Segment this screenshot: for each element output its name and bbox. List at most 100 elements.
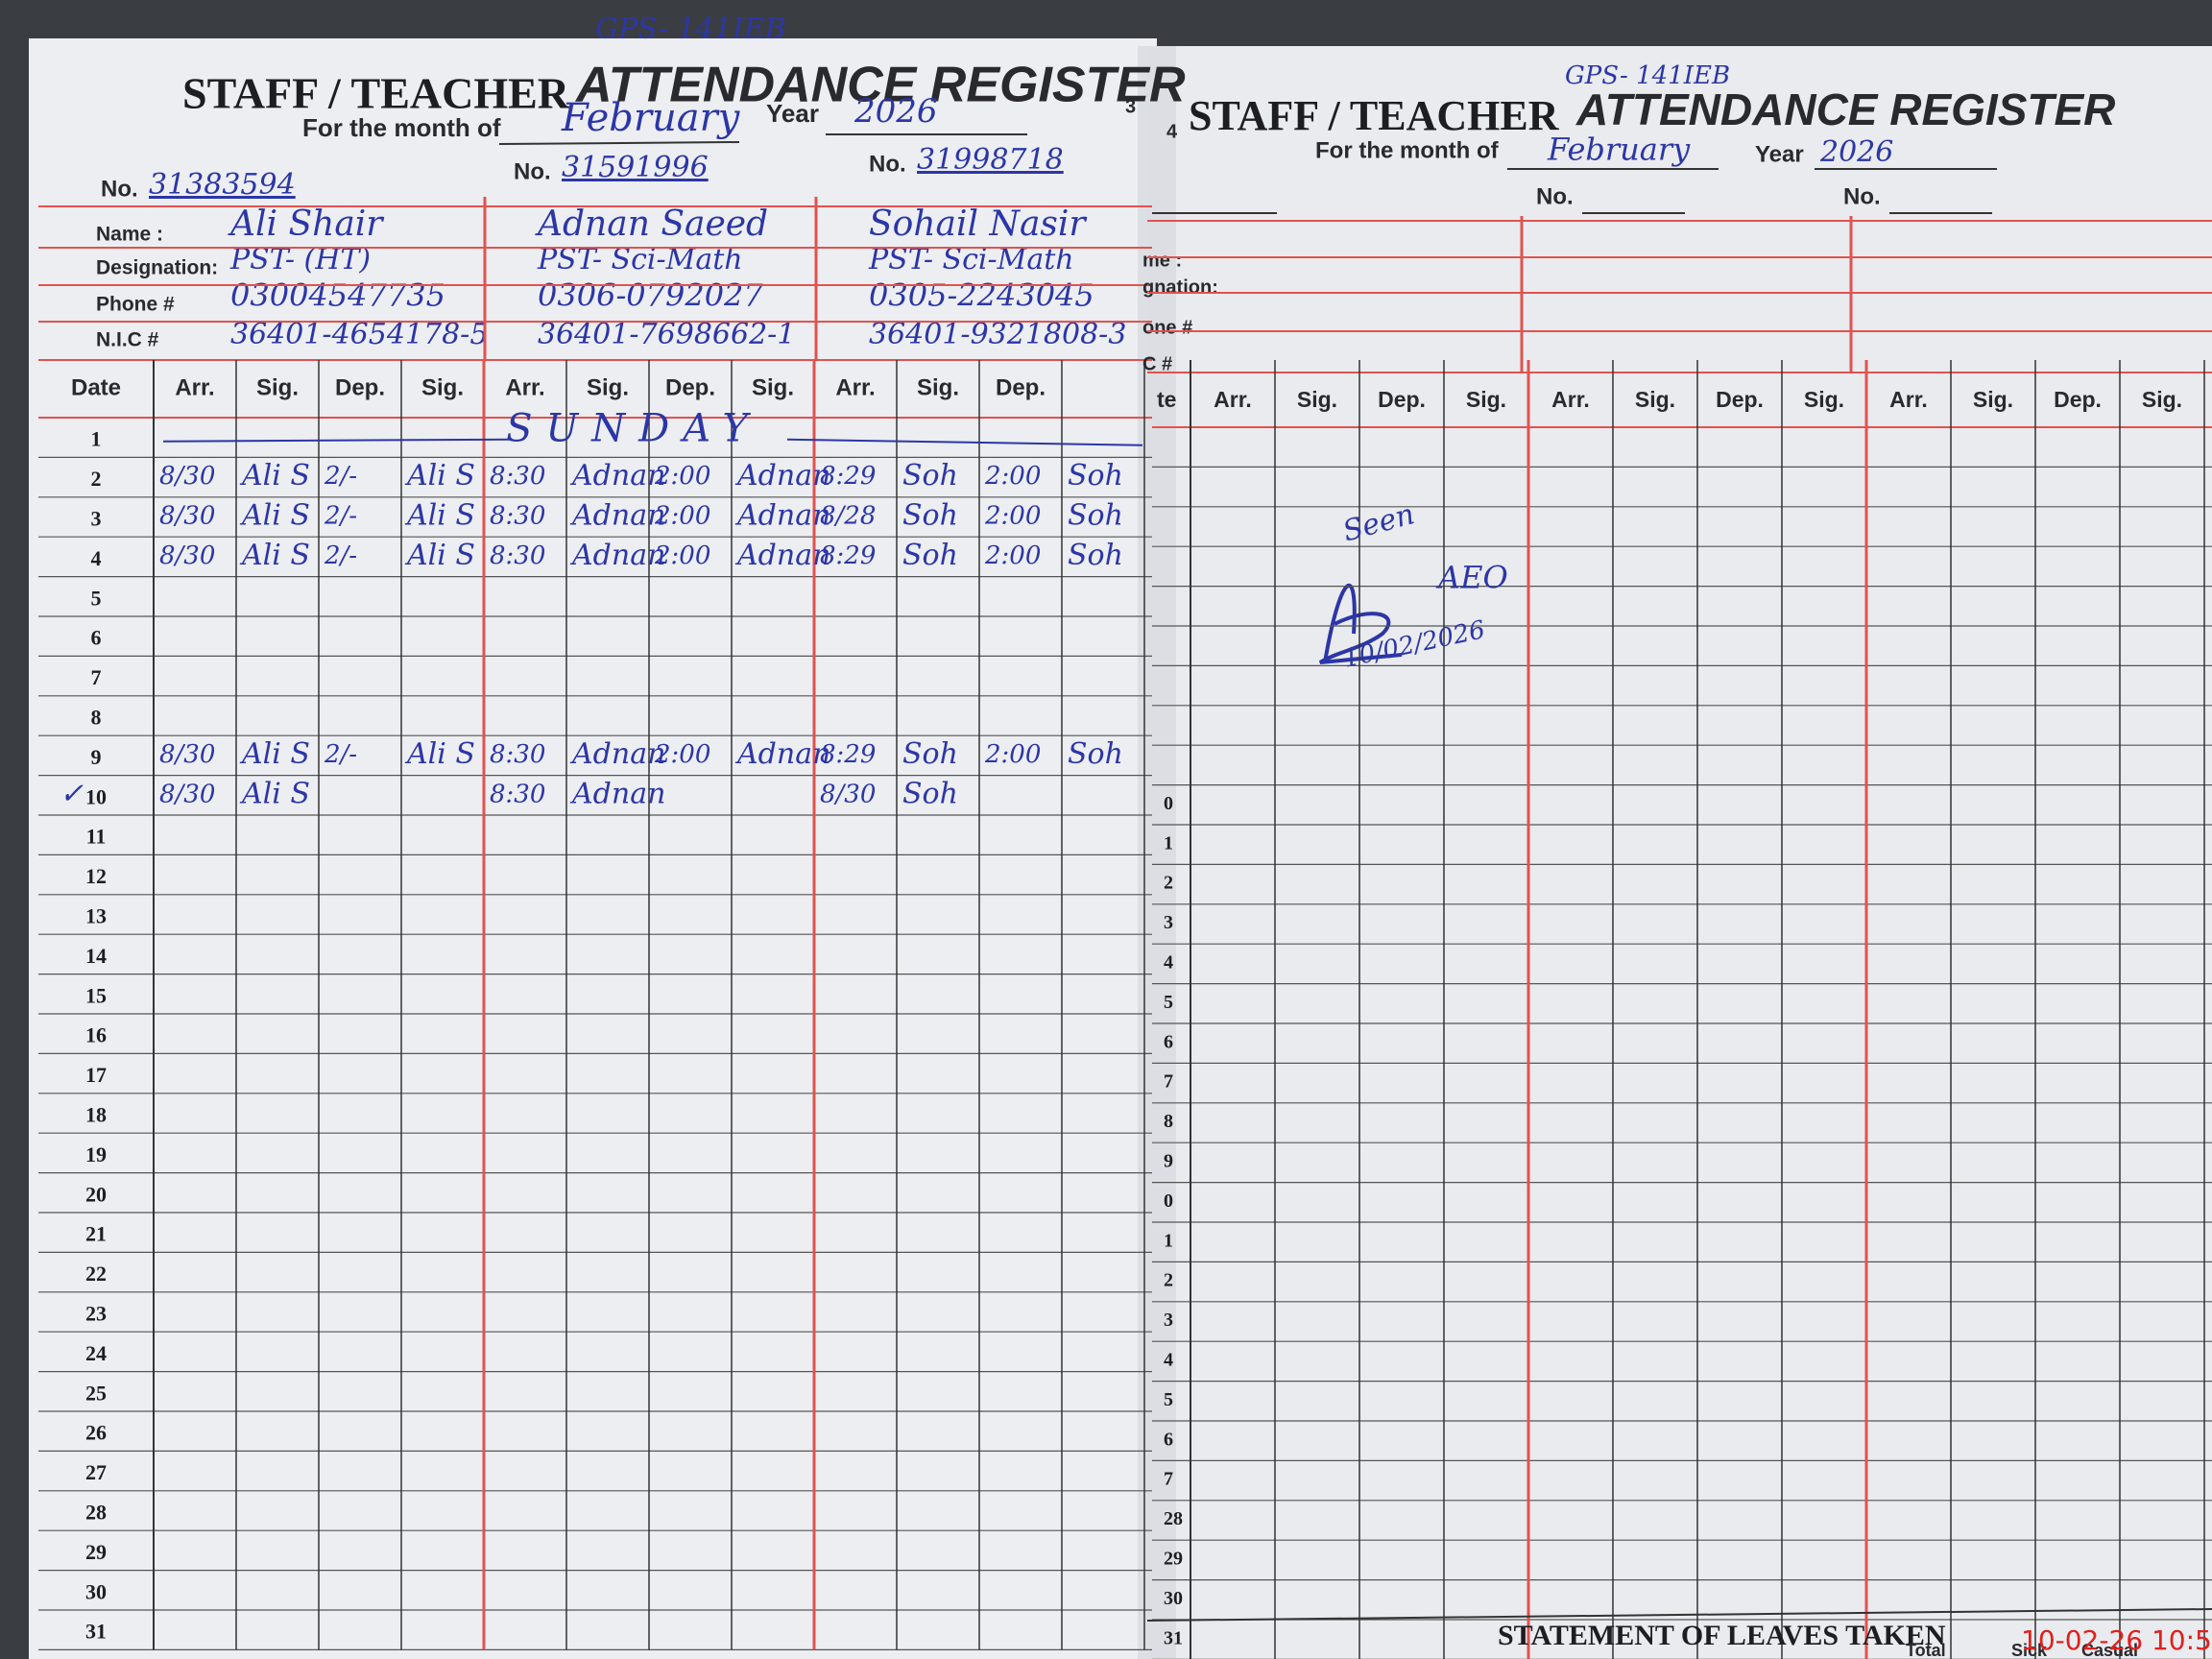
- column-header: Sig.: [421, 374, 464, 400]
- date: 3: [91, 507, 102, 531]
- date: 2: [1164, 873, 1173, 894]
- date: 16: [85, 1023, 107, 1047]
- timestamp: 10-02-26 10:54: [2021, 1624, 2212, 1656]
- cell: 2:00: [984, 541, 1041, 570]
- cell: Adnan: [569, 777, 665, 810]
- signature-scribble: [1318, 584, 1403, 664]
- page-number: 3: [1125, 96, 1136, 117]
- cell: 2/-: [324, 502, 357, 531]
- date: 30: [85, 1579, 107, 1603]
- date: 4: [1164, 951, 1173, 973]
- date: 4: [91, 546, 102, 570]
- staff-nic: 36401-9321808-3: [869, 318, 1126, 351]
- school-code: GPS- 141IEB: [595, 12, 786, 46]
- date: 14: [85, 944, 107, 968]
- cell: Soh: [902, 459, 958, 493]
- cell: 2/-: [324, 740, 357, 769]
- date: 2: [91, 467, 102, 491]
- date: 28: [85, 1501, 107, 1525]
- cell: 8/30: [159, 780, 215, 808]
- date: 28: [1164, 1508, 1183, 1529]
- title-plain: STAFF / TEACHER: [182, 69, 570, 118]
- cell: Ali S: [239, 737, 310, 771]
- date: 2: [1164, 1270, 1173, 1291]
- month: February: [1547, 132, 1691, 168]
- cell: Ali S: [239, 777, 310, 810]
- date: 15: [85, 983, 107, 1007]
- staff-phone: 0305-2243045: [869, 277, 1094, 314]
- date: 5: [1164, 1389, 1173, 1410]
- cell: 8/30: [159, 462, 215, 491]
- column-header: Arr.: [1214, 387, 1252, 412]
- year-label: Year: [1755, 141, 1804, 167]
- column-header: Dep.: [1716, 387, 1764, 412]
- cell: 2:00: [654, 462, 710, 491]
- date: 18: [85, 1103, 107, 1127]
- date: 31: [85, 1620, 107, 1644]
- date: 26: [85, 1421, 107, 1445]
- right-page: [1147, 46, 2212, 1659]
- staff-no: 31591996: [562, 151, 709, 184]
- staff-no-label: No.: [514, 158, 551, 184]
- column-header: Sig.: [256, 374, 299, 400]
- staff-no-label: No.: [869, 151, 906, 177]
- date: 5: [91, 586, 102, 610]
- cell: Ali S: [404, 539, 475, 572]
- column-header: Arr.: [175, 374, 214, 400]
- date: 7: [1164, 1071, 1173, 1093]
- title-plain: STAFF / TEACHER: [1189, 92, 1560, 139]
- cell: 8:30: [490, 740, 545, 769]
- column-header: Arr.: [505, 374, 544, 400]
- column-header: Sig.: [1297, 387, 1337, 412]
- year-label: Year: [766, 99, 819, 128]
- date: 29: [1164, 1548, 1183, 1569]
- field-label: Name :: [96, 224, 163, 246]
- cell: Ali S: [404, 499, 475, 533]
- annotation-role: AEO: [1435, 560, 1508, 596]
- cell: 8:29: [820, 541, 876, 570]
- title-bold: ATTENDANCE REGISTER: [574, 58, 1186, 113]
- staff-no: 31998718: [917, 143, 1064, 177]
- date: 1: [91, 427, 102, 451]
- column-header: Sig.: [1466, 387, 1506, 412]
- cell: 2:00: [654, 541, 710, 570]
- cell: 8/30: [820, 780, 876, 808]
- cell: 8/30: [159, 502, 215, 531]
- year: 2026: [854, 92, 938, 131]
- cell: Soh: [902, 499, 958, 533]
- date: 8: [1164, 1111, 1173, 1132]
- footer-column: Casual: [2081, 1641, 2138, 1659]
- staff-no: 31383594: [149, 168, 296, 202]
- date: 19: [85, 1142, 107, 1166]
- cell: 8:30: [490, 541, 545, 570]
- date: 23: [85, 1302, 107, 1326]
- cell: 2/-: [324, 541, 357, 570]
- footer-rule: [1146, 1608, 2212, 1622]
- cell: Adnan: [734, 499, 830, 533]
- field-label: Designation:: [96, 257, 218, 279]
- cell: Ali S: [239, 499, 310, 533]
- date: 6: [1164, 1031, 1173, 1052]
- cell: Soh: [902, 737, 958, 771]
- date: 6: [91, 626, 102, 650]
- cell: Soh: [1068, 459, 1123, 493]
- staff-no-label: No.: [1536, 183, 1574, 209]
- date: 9: [91, 745, 102, 769]
- footer-column: Sick: [2011, 1641, 2048, 1659]
- date: 21: [85, 1222, 107, 1246]
- month-label: For the month of: [1315, 137, 1500, 163]
- cell: 2:00: [984, 502, 1041, 531]
- staff-phone: 03004547735: [230, 277, 445, 314]
- column-header: Arr.: [1551, 387, 1590, 412]
- date: 1: [1164, 1230, 1173, 1251]
- date: 31: [1164, 1627, 1183, 1648]
- sunday-strike: [786, 438, 1143, 446]
- cell: 2:00: [984, 740, 1041, 769]
- column-header: te: [1157, 387, 1176, 412]
- date: 29: [85, 1540, 107, 1564]
- date: 20: [85, 1182, 107, 1206]
- cell: 8:30: [490, 462, 545, 491]
- column-header: Sig.: [917, 374, 959, 400]
- cell: Soh: [1068, 539, 1123, 572]
- date: 8: [91, 706, 102, 730]
